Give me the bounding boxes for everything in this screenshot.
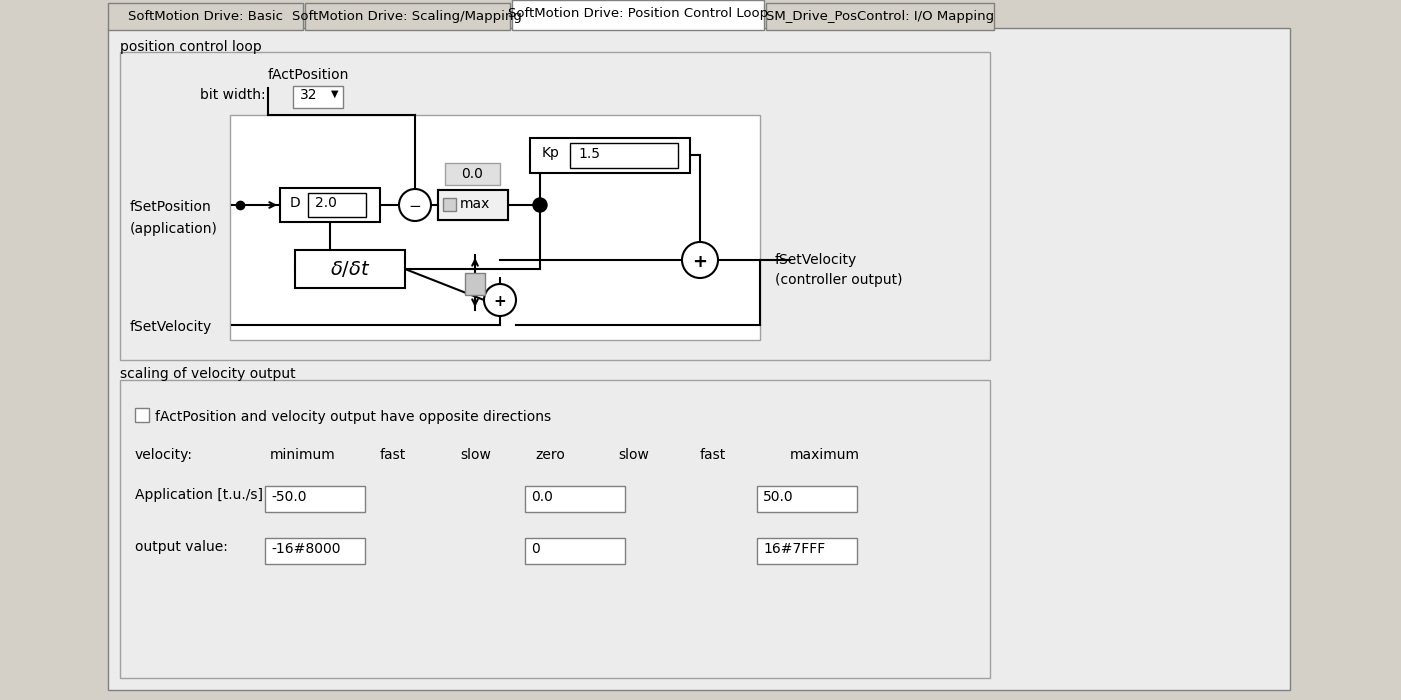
Circle shape bbox=[399, 189, 432, 221]
Text: fSetPosition: fSetPosition bbox=[130, 200, 212, 214]
FancyBboxPatch shape bbox=[108, 3, 303, 30]
Circle shape bbox=[483, 284, 516, 316]
Text: 32: 32 bbox=[300, 88, 318, 102]
FancyBboxPatch shape bbox=[280, 188, 380, 222]
FancyBboxPatch shape bbox=[439, 190, 509, 220]
Text: 50.0: 50.0 bbox=[764, 490, 793, 504]
Text: slow: slow bbox=[460, 448, 490, 462]
Text: -16#8000: -16#8000 bbox=[270, 542, 340, 556]
Text: (controller output): (controller output) bbox=[775, 273, 902, 287]
Text: -50.0: -50.0 bbox=[270, 490, 307, 504]
Text: +: + bbox=[692, 253, 708, 271]
Text: +: + bbox=[493, 294, 506, 309]
Text: zero: zero bbox=[535, 448, 565, 462]
Text: minimum: minimum bbox=[270, 448, 336, 462]
Text: slow: slow bbox=[618, 448, 649, 462]
FancyBboxPatch shape bbox=[446, 163, 500, 185]
FancyBboxPatch shape bbox=[120, 380, 991, 678]
FancyBboxPatch shape bbox=[134, 408, 149, 422]
Text: fActPosition and velocity output have opposite directions: fActPosition and velocity output have op… bbox=[156, 410, 551, 424]
Text: fast: fast bbox=[700, 448, 726, 462]
Circle shape bbox=[682, 242, 717, 278]
FancyBboxPatch shape bbox=[439, 190, 509, 220]
FancyBboxPatch shape bbox=[230, 115, 759, 340]
Text: SoftMotion Drive: Scaling/Mapping: SoftMotion Drive: Scaling/Mapping bbox=[291, 10, 523, 23]
Text: SM_Drive_PosControl: I/O Mapping: SM_Drive_PosControl: I/O Mapping bbox=[766, 10, 995, 23]
Text: max: max bbox=[460, 197, 490, 211]
Text: scaling of velocity output: scaling of velocity output bbox=[120, 367, 296, 381]
Text: 16#7FFF: 16#7FFF bbox=[764, 542, 825, 556]
Text: SoftMotion Drive: Position Control Loop: SoftMotion Drive: Position Control Loop bbox=[509, 7, 768, 20]
FancyBboxPatch shape bbox=[757, 486, 857, 512]
FancyBboxPatch shape bbox=[443, 198, 455, 211]
FancyBboxPatch shape bbox=[305, 3, 510, 30]
Text: fast: fast bbox=[380, 448, 406, 462]
FancyBboxPatch shape bbox=[530, 138, 691, 173]
Text: 2.0: 2.0 bbox=[315, 196, 336, 210]
Text: maximum: maximum bbox=[790, 448, 860, 462]
Text: SoftMotion Drive: Basic: SoftMotion Drive: Basic bbox=[127, 10, 283, 23]
FancyBboxPatch shape bbox=[465, 273, 485, 295]
FancyBboxPatch shape bbox=[757, 538, 857, 564]
Text: $\delta/\delta t$: $\delta/\delta t$ bbox=[329, 259, 370, 279]
Text: output value:: output value: bbox=[134, 540, 228, 554]
Text: bit width:: bit width: bbox=[200, 88, 266, 102]
FancyBboxPatch shape bbox=[293, 86, 343, 108]
Circle shape bbox=[532, 198, 546, 212]
Text: fActPosition: fActPosition bbox=[268, 68, 349, 82]
Text: 0.0: 0.0 bbox=[461, 167, 483, 181]
FancyBboxPatch shape bbox=[511, 0, 764, 30]
Text: Application [t.u./s]: Application [t.u./s] bbox=[134, 488, 263, 502]
Text: 0.0: 0.0 bbox=[531, 490, 553, 504]
FancyBboxPatch shape bbox=[265, 486, 366, 512]
FancyBboxPatch shape bbox=[265, 538, 366, 564]
Text: −: − bbox=[409, 199, 422, 214]
Text: fSetVelocity: fSetVelocity bbox=[130, 320, 212, 334]
FancyBboxPatch shape bbox=[766, 3, 993, 30]
FancyBboxPatch shape bbox=[525, 538, 625, 564]
Text: D: D bbox=[290, 196, 301, 210]
Text: velocity:: velocity: bbox=[134, 448, 193, 462]
Text: position control loop: position control loop bbox=[120, 40, 262, 54]
FancyBboxPatch shape bbox=[308, 193, 366, 217]
FancyBboxPatch shape bbox=[525, 486, 625, 512]
FancyBboxPatch shape bbox=[108, 28, 1290, 690]
Text: fSetVelocity: fSetVelocity bbox=[775, 253, 857, 267]
FancyBboxPatch shape bbox=[120, 52, 991, 360]
FancyBboxPatch shape bbox=[570, 143, 678, 168]
Text: ▼: ▼ bbox=[331, 89, 339, 99]
FancyBboxPatch shape bbox=[296, 250, 405, 288]
Text: Kp: Kp bbox=[542, 146, 560, 160]
Text: (application): (application) bbox=[130, 222, 219, 236]
Text: 1.5: 1.5 bbox=[579, 147, 600, 161]
Text: 0: 0 bbox=[531, 542, 539, 556]
